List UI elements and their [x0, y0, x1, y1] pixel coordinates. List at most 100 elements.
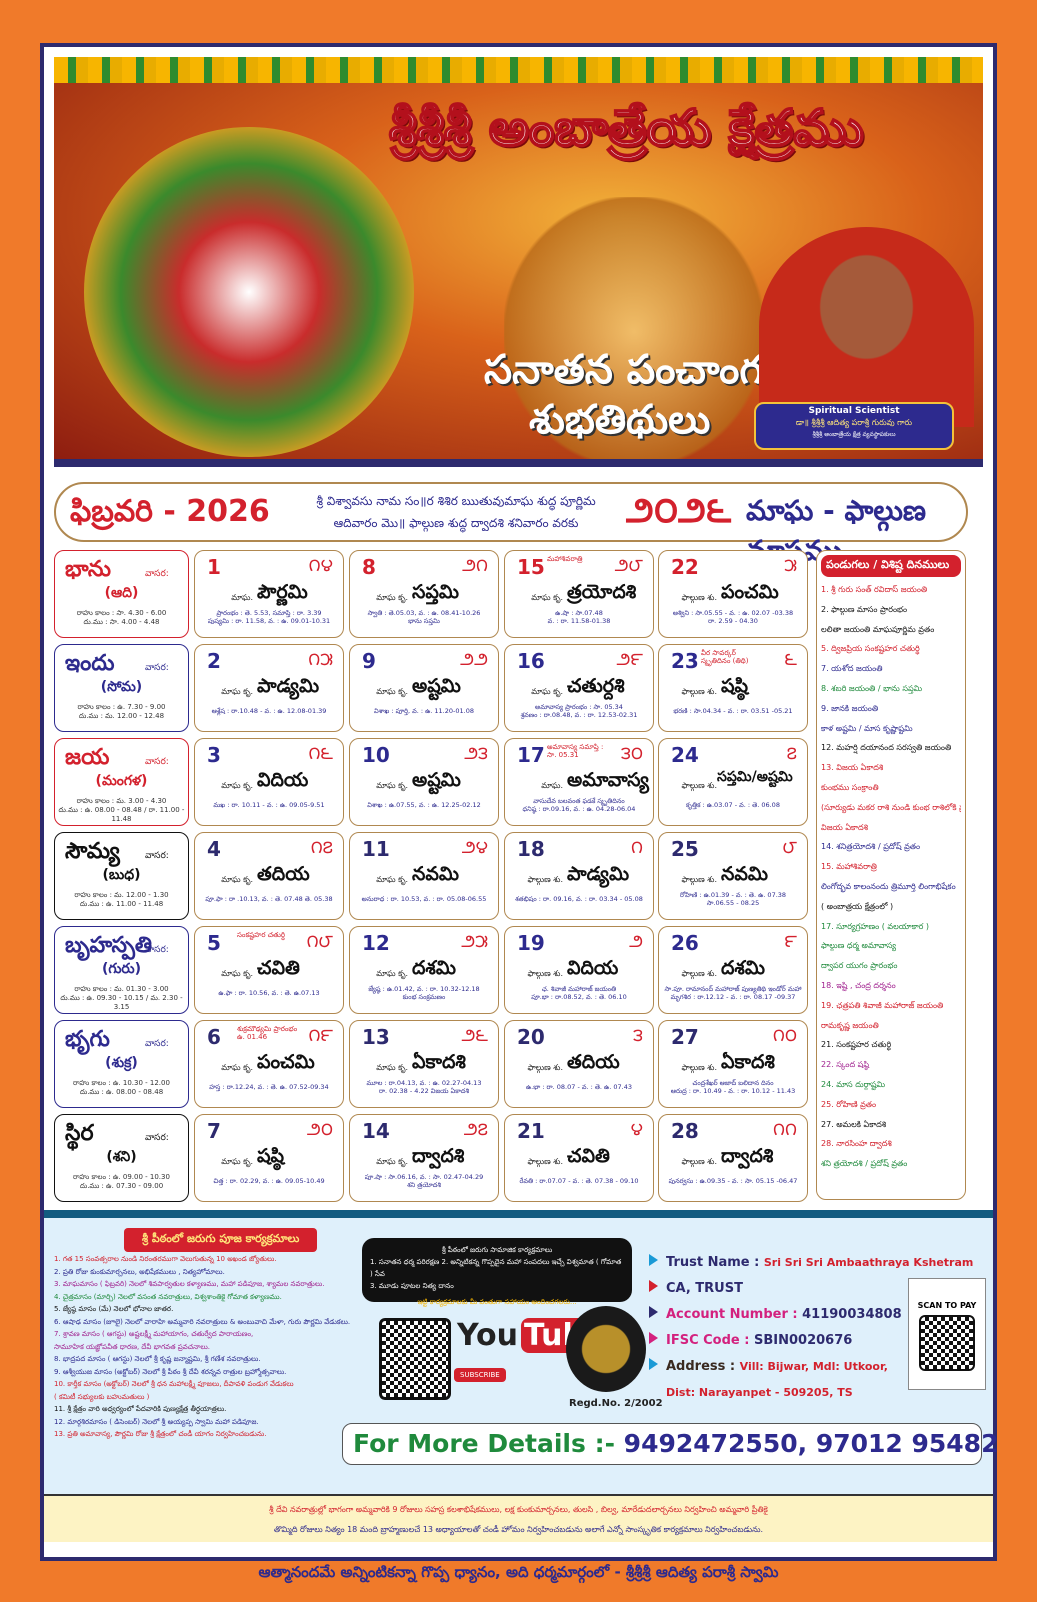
- arrow-icon: [649, 1254, 658, 1266]
- nakshatra-detail: పూ.ఫా : రా .10.13, వ. : తె. 07.48 తె. 05…: [205, 895, 333, 903]
- month-paksha: ఫాల్గుణ శు.: [681, 1157, 717, 1166]
- day-note: అమావాస్య సమాప్తి : సా. 05.31: [547, 743, 604, 759]
- day-cell[interactable]: 15 ౨౮ మహాశివరాత్రి మాఘ కృ. త్రయోదశి ఉ.షా : సా…: [504, 550, 654, 638]
- day-cell[interactable]: 24 ౭ ఫాల్గుణ శు. సప్తమి/అష్టమి కృత్తిక : ఉ.0…: [658, 738, 808, 826]
- day-cell[interactable]: 26 ౯ ఫాల్గుణ శు. దశమి సా.పూ. రామానంద్ మహారాజ…: [658, 926, 808, 1014]
- day-cell[interactable]: 25 ౮ ఫాల్గుణ శు. నవమి రోహిణి : ఉ.01.39 - వ. …: [658, 832, 808, 920]
- day-cell[interactable]: 28 ౧౧ ఫాల్గుణ శు. ద్వాదశి పునర్వసు : ఉ.09.35…: [658, 1114, 808, 1202]
- rahu-kalam: రాహు కాలం : మ. 3.00 - 4.30: [76, 797, 167, 805]
- telugu-date: ౧: [631, 837, 643, 858]
- day-number: 13: [362, 1025, 390, 1049]
- month-paksha: మాఘ కృ.: [376, 1157, 408, 1166]
- puja-list: 1. గత 15 సంవత్సరాల నుండి నిరంతరముగా వెలు…: [54, 1254, 354, 1442]
- day-details: ఆశ్లేష : రా.10.48 - వ. : ఉ. 12.08-01.39: [197, 707, 341, 715]
- weekday-cell: ఇందు వాసర: (సోమ) రాహు కాలం : ఉ. 7.30 - 9.00…: [54, 644, 189, 732]
- month-desc-line1: శ్రీ విశ్వావసు నామ సం॥ర శిశిర ఋతువుమాఘ శ…: [316, 494, 596, 508]
- weekday-short: (శుక్ర): [105, 1055, 138, 1071]
- day-cell[interactable]: 21 ౪ ఫాల్గుణ శు. చవితి రేవతి : రా.07.07 - వ.…: [504, 1114, 654, 1202]
- weekday-timings: రాహు కాలం : మ. 12.00 - 1.30 దు.ము : ఉ. 11…: [55, 891, 188, 909]
- day-cell[interactable]: 3 ౧౬ మాఘ కృ. విదియ మఖ : రా. 10.11 - వ. : ఉ. …: [194, 738, 344, 826]
- day-details: హస్త : రా.12.24, వ. : తె. ఉ. 07.52-09.34: [197, 1083, 341, 1091]
- month-paksha: మాఘ కృ.: [221, 1063, 253, 1072]
- day-cell[interactable]: 18 ౧ ఫాల్గుణ శు. పాడ్యమి శతభిషం : రా. 09.16,…: [504, 832, 654, 920]
- day-cell[interactable]: 13 ౨౬ మాఘ కృ. ఏకాదశి మూల : రా.04.13, వ. : ఉ.…: [349, 1020, 499, 1108]
- day-cell[interactable]: 20 ౩ ఫాల్గుణ శు. తదియ ఉ.భా : రా. 08.07 - వ. …: [504, 1020, 654, 1108]
- day-cell[interactable]: 1 ౧౪ మాఘ. పౌర్ణమి ప్రారంభం : తె. 5.53, సమాప్…: [194, 550, 344, 638]
- festival-item: 21. సంకష్టహర చతుర్థి: [821, 1040, 892, 1050]
- day-number: 21: [517, 1119, 545, 1143]
- account-number-value: 41190034808: [802, 1307, 902, 1322]
- tithi-name: షష్ఠి: [257, 1145, 285, 1167]
- nakshatra-detail: ఉ.భా : రా. 08.07 - వ. : తె. ఉ. 07.43: [526, 1083, 632, 1091]
- calendar-poster: శ్రీశ్రీశ్రీ అంబాత్రేయ క్షేత్రము సనాతన ప…: [40, 43, 998, 1581]
- temple-title: శ్రీశ్రీశ్రీ అంబాత్రేయ క్షేత్రము: [388, 98, 865, 158]
- payment-qr-code[interactable]: [919, 1315, 975, 1371]
- day-cell[interactable]: 8 ౨౧ మాఘ కృ. సప్తమి స్వాతి : తె.05.03, వ. : …: [349, 550, 499, 638]
- nakshatra-detail: మూల : రా.04.13, వ. : ఉ. 02.27-04.13: [366, 1079, 482, 1087]
- social-heading: శ్రీ పీఠంలో జరుగు సామాజిక కార్యక్రమాలు: [441, 1246, 553, 1254]
- weekday-name: భాను: [65, 557, 111, 582]
- phone-numbers[interactable]: 9492472550, 97012 95482: [623, 1429, 999, 1458]
- details-label: For More Details :-: [353, 1429, 615, 1458]
- puja-item: సామూహిక యజ్ఞోపవీత ధారణ, దేవీ భాగవత ప్రవచ…: [54, 1342, 210, 1351]
- tithi-name: విదియ: [257, 769, 309, 791]
- day-number: 10: [362, 743, 390, 767]
- day-cell[interactable]: 4 ౧౭ మాఘ కృ. తదియ పూ.ఫా : రా .10.13, వ. : తె…: [194, 832, 344, 920]
- day-detail: శ్రవణం : రా.08.48, వ. : రా. 12.53-02.31: [520, 711, 638, 719]
- day-cell[interactable]: 23 ౬ వీర సావర్కర్ స్మృతిదినం (తిథి) ఫాల్గుణ…: [658, 644, 808, 732]
- tithi-name: పాడ్యమి: [567, 863, 630, 885]
- day-cell[interactable]: 12 ౨౫ మాఘ కృ. దశమి జ్యేష్ఠ : ఉ.01.42, వ. : ర…: [349, 926, 499, 1014]
- month-paksha: ఫాల్గుణ శు.: [681, 1063, 717, 1072]
- scan-to-pay-box[interactable]: SCAN TO PAY: [908, 1278, 986, 1390]
- puja-item: 1. గత 15 సంవత్సరాల నుండి నిరంతరముగా వెలు…: [54, 1255, 277, 1263]
- badge-role: శ్రీశ్రీశ్రీ అంబాత్రేయ క్షేత్ర వ్యవస్థాప…: [812, 431, 896, 438]
- weekday-timings: రాహు కాలం : మ. 3.00 - 4.30 దు.ము : ఉ. 08.…: [55, 797, 188, 824]
- navratri-line1: శ్రీ దేవి నవరాత్రుల్లో భాగంగా అమ్మవారికి…: [269, 1505, 768, 1514]
- day-cell[interactable]: 10 ౨౩ మాఘ కృ. అష్టమి విశాఖ : ఉ.07.55, వ. : ఉ…: [349, 738, 499, 826]
- rahu-kalam: రాహు కాలం : మ. 12.00 - 1.30: [74, 891, 169, 899]
- badge-title: Spiritual Scientist: [808, 406, 900, 416]
- festival-item: 8. శబరి జయంతి / భాను సప్తమి: [821, 683, 923, 693]
- day-number: 15: [517, 555, 545, 579]
- durmuhurtham: దు.ము : మ. 12.00 - 12.48: [78, 712, 165, 720]
- month-paksha: మాఘ కృ.: [221, 1157, 253, 1166]
- day-cell[interactable]: 2 ౧౫ మాఘ కృ. పాడ్యమి ఆశ్లేష : రా.10.48 - వ. …: [194, 644, 344, 732]
- nakshatra-detail: భరణి : సా.04.34 - వ. : రా. 03.51 -05.21: [673, 707, 793, 715]
- day-details: విశాఖ : ఉ.07.55, వ. : ఉ. 12.25-02.12: [352, 801, 496, 809]
- day-cell[interactable]: 27 ౧౦ ఫాల్గుణ శు. ఏకాదశి చంద్రశేఖర్ ఆజాద్ బల…: [658, 1020, 808, 1108]
- day-cell[interactable]: 6 ౧౯ శుక్రమౌఢ్యమి ప్రారంభం ఉ. 01.46 మాఘ కృ.…: [194, 1020, 344, 1108]
- day-cell[interactable]: 17 ౩౦ అమావాస్య సమాప్తి : సా. 05.31 మాఘ. అమావ…: [504, 738, 654, 826]
- telugu-date: ౩౦: [621, 743, 643, 764]
- day-cell[interactable]: 9 ౨౨ మాఘ కృ. అష్టమి విశాఖ : పూర్తి, వ. : ఉ. …: [349, 644, 499, 732]
- durmuhurtham: దు.ము : ఉ. 08.00 - 08.48 / రా. 11.00 - 1…: [58, 806, 185, 823]
- subscribe-button[interactable]: SUBSCRIBE: [454, 1368, 506, 1382]
- weekday-timings: రాహు కాలం : ఉ. 09.00 - 10.30 దు.ము : ఉ. 0…: [55, 1173, 188, 1191]
- day-details: పునర్వసు : ఉ.09.35 - వ. : సా. 05.15 -06.…: [661, 1177, 805, 1185]
- weekday-cell: సౌమ్య వాసర: (బుధ) రాహు కాలం : మ. 12.00 - 1.…: [54, 832, 189, 920]
- telugu-date: ౮: [782, 837, 797, 858]
- day-cell[interactable]: 11 ౨౪ మాఘ కృ. నవమి అనురాధ : రా. 10.53, వ. : …: [349, 832, 499, 920]
- day-cell[interactable]: 22 ౫ ఫాల్గుణ శు. పంచమి అశ్విని : సా.05.55 - …: [658, 550, 808, 638]
- weekday-timings: రాహు కాలం : మ. 01.30 - 3.00 దు.ము : ఉ. 09…: [55, 985, 188, 1012]
- telugu-date: ౧౪: [308, 555, 333, 576]
- nakshatra-detail: అమావాస్య ప్రారంభం : సా. 05.34: [535, 703, 623, 711]
- day-cell[interactable]: 5 ౧౮ సంకష్టహర చతుర్థి మాఘ కృ. చవితి ఉ.ఫా : రా…: [194, 926, 344, 1014]
- nakshatra-detail: అనురాధ : రా. 10.53, వ. : రా. 05.08-06.55: [361, 895, 487, 903]
- day-cell[interactable]: 16 ౨౯ మాఘ కృ. చతుర్దశి అమావాస్య ప్రారంభం : స…: [504, 644, 654, 732]
- tithi-name: తదియ: [567, 1051, 620, 1073]
- youtube-qr-code[interactable]: [379, 1318, 451, 1400]
- festival-item: 15. మహాశివరాత్రి: [821, 862, 877, 872]
- telugu-date: ౧౫: [308, 649, 333, 670]
- weekday-cell: బృహస్పతి వాసర: (గురు) రాహు కాలం : మ. 01.30 …: [54, 926, 189, 1014]
- day-details: ఉ.ఫా : రా. 10.56, వ. : తె. ఉ.07.13: [197, 989, 341, 997]
- weekday-cell: భాను వాసర: (ఆది) రాహు కాలం : సా. 4.30 - 6.0…: [54, 550, 189, 638]
- day-detail: వ. : రా. 11.58-01.38: [547, 617, 611, 625]
- durmuhurtham: దు.ము : ఉ. 09.30 - 10.15 / మ. 2.30 - 3.1…: [60, 994, 183, 1011]
- month-paksha: ఫాల్గుణ శు.: [681, 593, 717, 602]
- day-number: 18: [517, 837, 545, 861]
- day-cell[interactable]: 14 ౨౭ మాఘ కృ. ద్వాదశి పూ.షా : సా.06.16, వ. :…: [349, 1114, 499, 1202]
- day-cell[interactable]: 19 ౨ ఫాల్గుణ శు. విదియ ఛ. శివాజీ మహారాజ్ జయం…: [504, 926, 654, 1014]
- info-section: శ్రీ పీఠంలో జరుగు పూజ కార్యక్రమాలు 1. గత…: [44, 1210, 998, 1494]
- day-cell[interactable]: 7 ౨౦ మాఘ కృ. షష్ఠి చిత్త : రా. 02.29, వ. : ఉ…: [194, 1114, 344, 1202]
- day-number: 22: [671, 555, 699, 579]
